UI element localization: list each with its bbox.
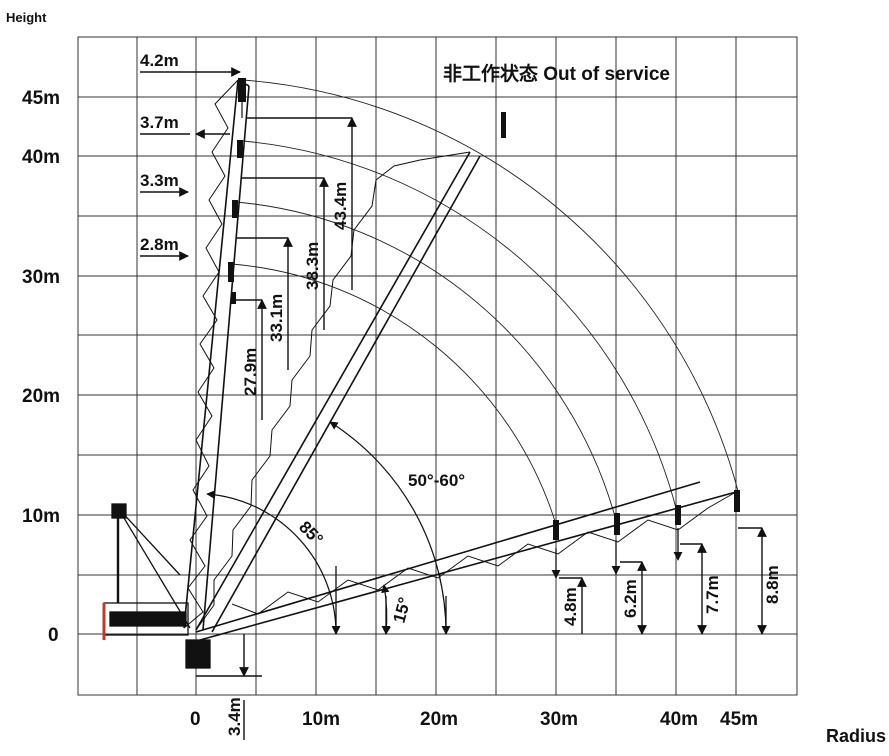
x-tick-label: 0 <box>190 709 201 730</box>
tip-radius-arcs <box>231 79 739 532</box>
y-tick-label: 10m <box>22 506 60 527</box>
y-axis-label: Height <box>6 10 47 25</box>
offset-label: 2.8m <box>140 235 179 254</box>
boom-low <box>195 481 737 641</box>
x-tick-label: 45m <box>720 709 758 730</box>
height-label: 38.3m <box>303 242 322 290</box>
height-label: 4.8m <box>561 587 580 626</box>
angle-label: 15° <box>390 595 415 625</box>
y-tick-label: 20m <box>22 386 60 407</box>
x-tick-label: 20m <box>420 709 458 730</box>
y-tick-label: 45m <box>22 88 60 109</box>
height-labels: 43.4m 38.3m 33.1m 27.9m 8.8m 7.7m 6.2m 4… <box>225 182 782 736</box>
hook-block-mid <box>501 112 506 138</box>
boom-vertical <box>183 78 250 631</box>
offset-label: 3.3m <box>140 171 179 190</box>
y-tick-label: 40m <box>22 147 60 168</box>
hook-blocks-low <box>553 490 740 540</box>
x-tick-label: 10m <box>302 709 340 730</box>
y-tick-label: 30m <box>22 267 60 288</box>
angle-label: 85° <box>295 517 327 549</box>
height-label: 8.8m <box>763 565 782 604</box>
height-label: 3.4m <box>225 697 244 736</box>
height-label: 27.9m <box>241 348 260 396</box>
angle-label: 50°-60° <box>408 471 465 490</box>
x-tick-label: 40m <box>660 709 698 730</box>
y-tick-label: 0 <box>48 625 59 646</box>
offset-dims <box>140 67 241 261</box>
height-dims <box>196 117 767 740</box>
height-label: 33.1m <box>267 294 286 342</box>
offset-label: 4.2m <box>140 51 179 70</box>
angle-labels: 85° 50°-60° 15° <box>295 471 465 625</box>
hook-blocks-vertical <box>228 140 243 304</box>
x-tick-label: 30m <box>540 709 578 730</box>
diagram-title: 非工作状态 Out of service <box>443 62 670 85</box>
grid <box>77 36 798 696</box>
height-label: 6.2m <box>621 579 640 618</box>
y-ticks: 45m 40m 30m 20m 10m 0 <box>22 88 60 646</box>
height-label: 43.4m <box>331 182 350 230</box>
offset-label: 3.7m <box>140 113 179 132</box>
boom-mid <box>195 151 481 633</box>
x-axis-label: Radius <box>826 726 886 746</box>
height-label: 7.7m <box>703 575 722 614</box>
small-load-arrows <box>331 528 683 635</box>
offset-labels: 4.2m 3.7m 3.3m 2.8m <box>140 51 179 254</box>
x-ticks: 0 10m 20m 30m 40m 45m <box>190 709 758 730</box>
crane-base <box>102 503 211 669</box>
